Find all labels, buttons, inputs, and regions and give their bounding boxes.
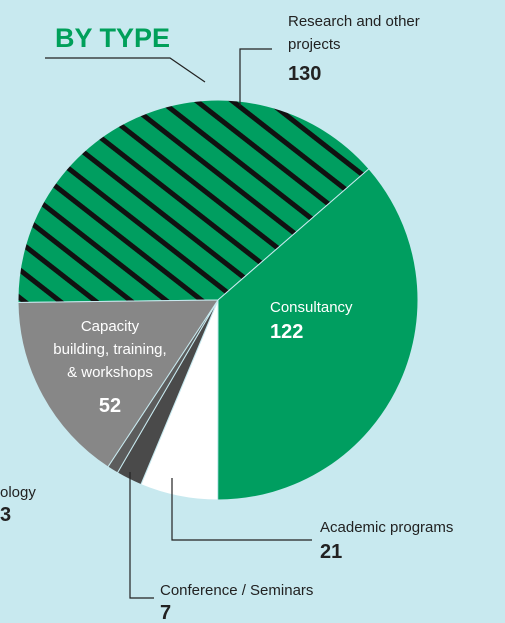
- slice-label: & workshops: [67, 364, 153, 381]
- leader-line: [171, 478, 312, 541]
- slice-value: 122: [270, 321, 303, 343]
- slice-label: ology: [0, 484, 36, 501]
- slice-value: 7: [160, 602, 171, 623]
- slice-label: projects: [288, 36, 341, 53]
- slice-label: Academic programs: [320, 519, 453, 536]
- leader-line: [129, 472, 154, 599]
- pie-slice: [17, 299, 219, 468]
- slice-label: Research and other: [288, 13, 420, 30]
- title-underline: [45, 57, 206, 83]
- slice-value: 21: [320, 541, 342, 563]
- slice-label: Consultancy: [270, 299, 353, 316]
- slice-value: 3: [0, 504, 11, 526]
- chart-title: BY TYPE: [55, 23, 170, 53]
- slice-label: Capacity: [81, 318, 140, 335]
- pie-slice: [17, 99, 370, 303]
- slice-label: Conference / Seminars: [160, 582, 313, 599]
- slice-value: 130: [288, 63, 321, 85]
- leader-line: [239, 48, 272, 106]
- slice-label: building, training,: [53, 341, 166, 358]
- slice-value: 52: [99, 395, 121, 417]
- pie-slice: [217, 168, 419, 501]
